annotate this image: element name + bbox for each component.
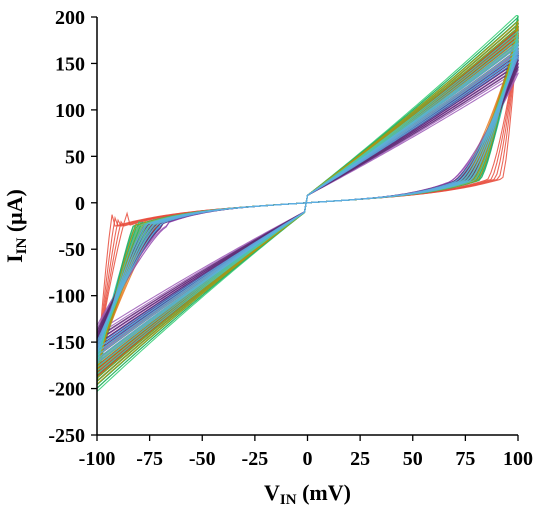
y-tick-label: 150 [55, 53, 85, 75]
y-tick-label: 200 [55, 7, 85, 29]
y-axis-label: IIN (μA) [2, 189, 30, 263]
ticks: -100 -75 -50 -25 0 25 50 75 100-250-200-150-100-… [48, 7, 533, 470]
y-tick-label: -50 [58, 239, 85, 261]
y-tick-label: -100 [48, 286, 85, 308]
y-tick-label: -150 [48, 332, 85, 354]
x-tick-label: -50 [189, 448, 216, 470]
x-axis-label: VIN (mV) [264, 480, 351, 508]
x-tick-label: 75 [455, 448, 475, 470]
x-tick-label: 25 [350, 448, 370, 470]
x-tick-label: -25 [242, 448, 269, 470]
series-line [97, 41, 519, 363]
x-tick-label: -75 [136, 448, 163, 470]
y-tick-label: -250 [48, 425, 85, 447]
y-tick-label: 0 [75, 193, 85, 215]
y-tick-label: -200 [48, 379, 85, 401]
x-tick-label: 50 [403, 448, 423, 470]
x-tick-label: -100 [79, 448, 116, 470]
plot-area [97, 15, 520, 392]
axis-labels: VIN (mV) IIN (μA) [2, 189, 351, 508]
x-tick-label: 100 [503, 448, 533, 470]
y-tick-label: 100 [55, 100, 85, 122]
y-tick-label: 50 [65, 146, 85, 168]
x-tick-label: 0 [303, 448, 313, 470]
